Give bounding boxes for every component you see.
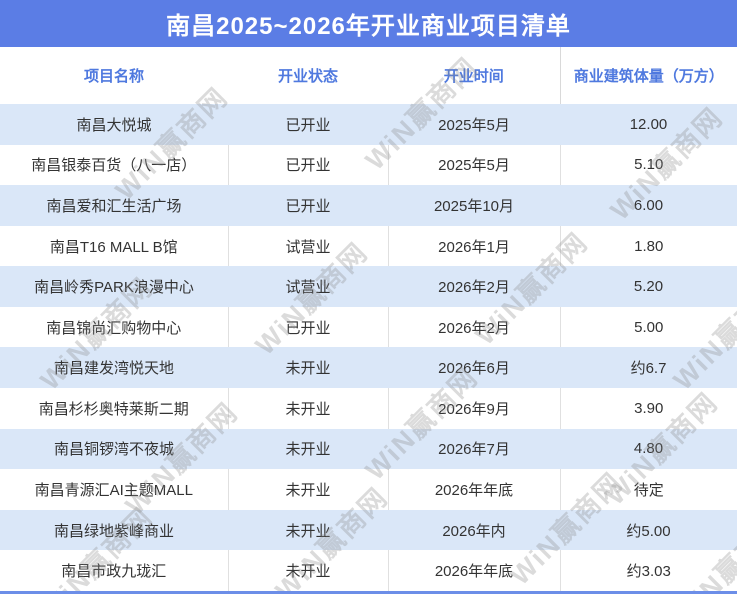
table-body: 南昌大悦城 已开业 2025年5月 12.00 南昌银泰百货（八一店） 已开业 2025年5… — [0, 104, 737, 591]
table-row: 南昌银泰百货（八一店） 已开业 2025年5月 5.10 — [0, 144, 737, 186]
table-row: 南昌铜锣湾不夜城 未开业 2026年7月 4.80 — [0, 428, 737, 470]
table-row: 南昌锦尚汇购物中心 已开业 2026年2月 5.00 — [0, 306, 737, 348]
cell-opening-date: 2026年年底 — [387, 469, 560, 510]
column-header-project-name: 项目名称 — [0, 47, 228, 104]
cell-project-name: 南昌绿地紫峰商业 — [53, 522, 174, 540]
cell-building-volume: 待定 — [559, 469, 737, 510]
cell-project-name: 南昌银泰百货（八一店） — [31, 157, 197, 175]
cell-opening-date: 2025年10月 — [433, 197, 515, 215]
column-header-building-volume: 商业建筑体量（万方） — [559, 47, 737, 104]
projects-table: 项目名称 开业状态 开业时间 商业建筑体量（万方） 南昌大悦城 已开业 2025年5… — [0, 47, 737, 591]
table-row: 南昌市政九珑汇 未开业 2026年年底 约3.03 — [0, 550, 737, 591]
cell-building-volume: 4.80 — [633, 440, 664, 458]
cell-project-name: 南昌爱和汇生活广场 — [46, 197, 182, 215]
cell-opening-status: 试营业 — [285, 279, 331, 297]
cell-opening-status: 未开业 — [285, 441, 331, 459]
cell-building-volume: 5.10 — [559, 144, 737, 186]
cell-opening-status: 未开业 — [285, 360, 331, 378]
cell-building-volume: 6.00 — [633, 196, 664, 214]
cell-opening-status: 已开业 — [227, 306, 388, 348]
cell-project-name: 南昌岭秀PARK浪漫中心 — [34, 279, 194, 297]
cell-project-name: 南昌锦尚汇购物中心 — [46, 319, 182, 337]
cell-opening-status: 未开业 — [227, 469, 388, 510]
table-row: 南昌青源汇AI主题MALL 未开业 2026年年底 待定 — [0, 469, 737, 510]
cell-opening-date: 2026年7月 — [438, 441, 510, 459]
cell-project-name: 南昌杉杉奥特莱斯二期 — [38, 400, 189, 418]
cell-building-volume: 约6.7 — [630, 360, 667, 378]
cell-opening-date: 2026年年底 — [387, 550, 560, 591]
cell-project-name: 南昌青源汇AI主题MALL — [34, 481, 193, 499]
cell-opening-status: 未开业 — [285, 522, 331, 540]
cell-opening-date: 2026年6月 — [438, 360, 510, 378]
cell-project-name: 南昌铜锣湾不夜城 — [53, 441, 174, 459]
cell-opening-status: 未开业 — [227, 550, 388, 591]
table-row: 南昌绿地紫峰商业 未开业 2026年内 约5.00 — [0, 509, 737, 551]
cell-building-volume: 1.80 — [559, 225, 737, 267]
bottom-accent-line — [0, 591, 737, 594]
cell-project-name: 南昌市政九珑汇 — [61, 563, 167, 581]
cell-opening-date: 2026年内 — [442, 522, 506, 540]
cell-opening-date: 2026年1月 — [387, 225, 560, 267]
cell-building-volume: 3.90 — [559, 388, 737, 429]
cell-building-volume: 约3.03 — [559, 550, 737, 591]
cell-opening-status: 已开业 — [285, 197, 331, 215]
cell-opening-date: 2026年2月 — [387, 306, 560, 348]
cell-opening-status: 已开业 — [285, 116, 331, 134]
cell-opening-date: 2026年2月 — [438, 279, 510, 297]
cell-project-name: 南昌大悦城 — [76, 116, 152, 134]
cell-opening-date: 2026年9月 — [387, 388, 560, 429]
cell-building-volume: 5.00 — [559, 306, 737, 348]
cell-building-volume: 12.00 — [629, 115, 668, 133]
column-header-opening-date: 开业时间 — [388, 47, 560, 104]
table-row: 南昌岭秀PARK浪漫中心 试营业 2026年2月 5.20 — [0, 266, 737, 307]
table-row: 南昌T16 MALL B馆 试营业 2026年1月 1.80 — [0, 225, 737, 267]
table-row: 南昌爱和汇生活广场 已开业 2025年10月 6.00 — [0, 185, 737, 226]
cell-opening-date: 2025年5月 — [438, 116, 510, 134]
page-title: 南昌2025~2026年开业商业项目清单 — [166, 13, 571, 40]
header-row: 项目名称 开业状态 开业时间 商业建筑体量（万方） — [0, 47, 737, 104]
cell-opening-status: 未开业 — [227, 388, 388, 429]
cell-opening-status: 已开业 — [227, 144, 388, 186]
cell-project-name: 南昌建发湾悦天地 — [53, 360, 174, 378]
cell-opening-date: 2025年5月 — [387, 144, 560, 186]
cell-project-name: 南昌T16 MALL B馆 — [49, 238, 178, 256]
table-row: 南昌大悦城 已开业 2025年5月 12.00 — [0, 104, 737, 145]
cell-building-volume: 约5.00 — [626, 522, 671, 540]
title-bar: 南昌2025~2026年开业商业项目清单 — [0, 0, 737, 47]
cell-opening-status: 试营业 — [227, 225, 388, 267]
cell-building-volume: 5.20 — [633, 278, 664, 296]
table-row: 南昌建发湾悦天地 未开业 2026年6月 约6.7 — [0, 347, 737, 389]
table-row: 南昌杉杉奥特莱斯二期 未开业 2026年9月 3.90 — [0, 388, 737, 429]
column-header-opening-status: 开业状态 — [228, 47, 388, 104]
